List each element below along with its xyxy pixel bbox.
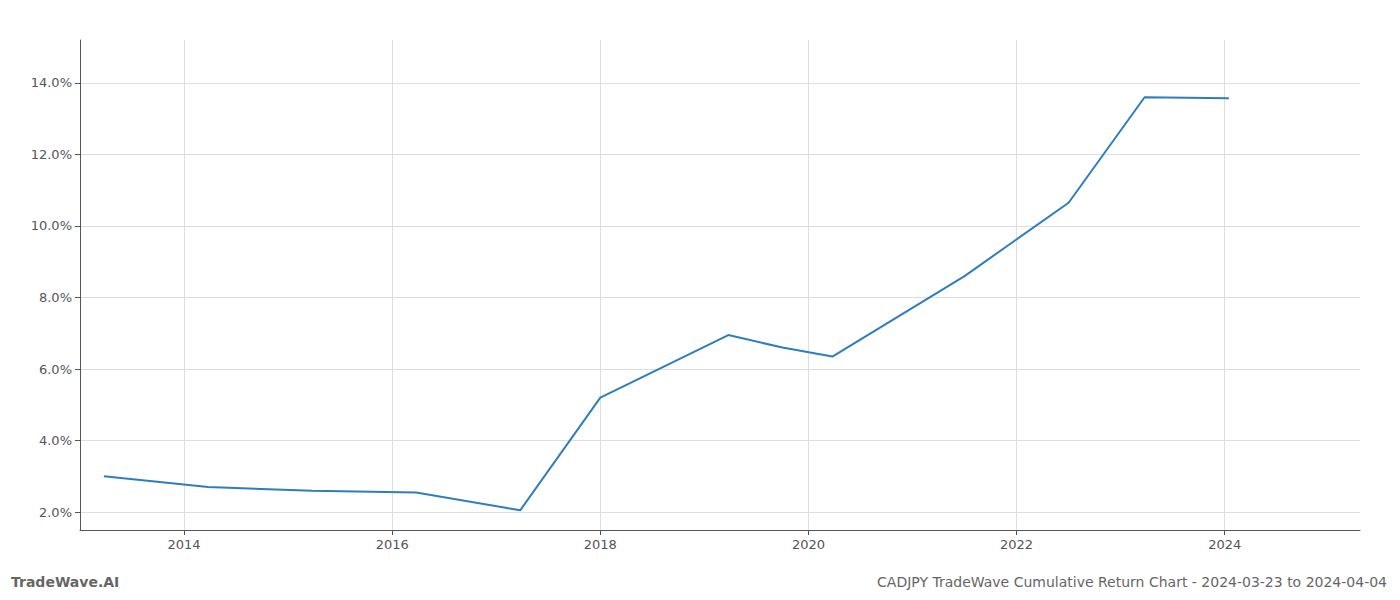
- svg-text:2.0%: 2.0%: [39, 505, 72, 520]
- svg-text:2020: 2020: [792, 537, 825, 552]
- svg-text:2022: 2022: [1000, 537, 1033, 552]
- svg-text:14.0%: 14.0%: [31, 75, 72, 90]
- svg-text:CADJPY TradeWave Cumulative Re: CADJPY TradeWave Cumulative Return Chart…: [877, 574, 1387, 590]
- svg-text:2014: 2014: [168, 537, 201, 552]
- svg-text:TradeWave.AI: TradeWave.AI: [11, 574, 119, 590]
- svg-text:8.0%: 8.0%: [39, 290, 72, 305]
- svg-text:2024: 2024: [1208, 537, 1241, 552]
- svg-text:12.0%: 12.0%: [31, 147, 72, 162]
- svg-text:2016: 2016: [376, 537, 409, 552]
- svg-text:2018: 2018: [584, 537, 617, 552]
- svg-text:6.0%: 6.0%: [39, 362, 72, 377]
- svg-text:10.0%: 10.0%: [31, 218, 72, 233]
- svg-text:4.0%: 4.0%: [39, 433, 72, 448]
